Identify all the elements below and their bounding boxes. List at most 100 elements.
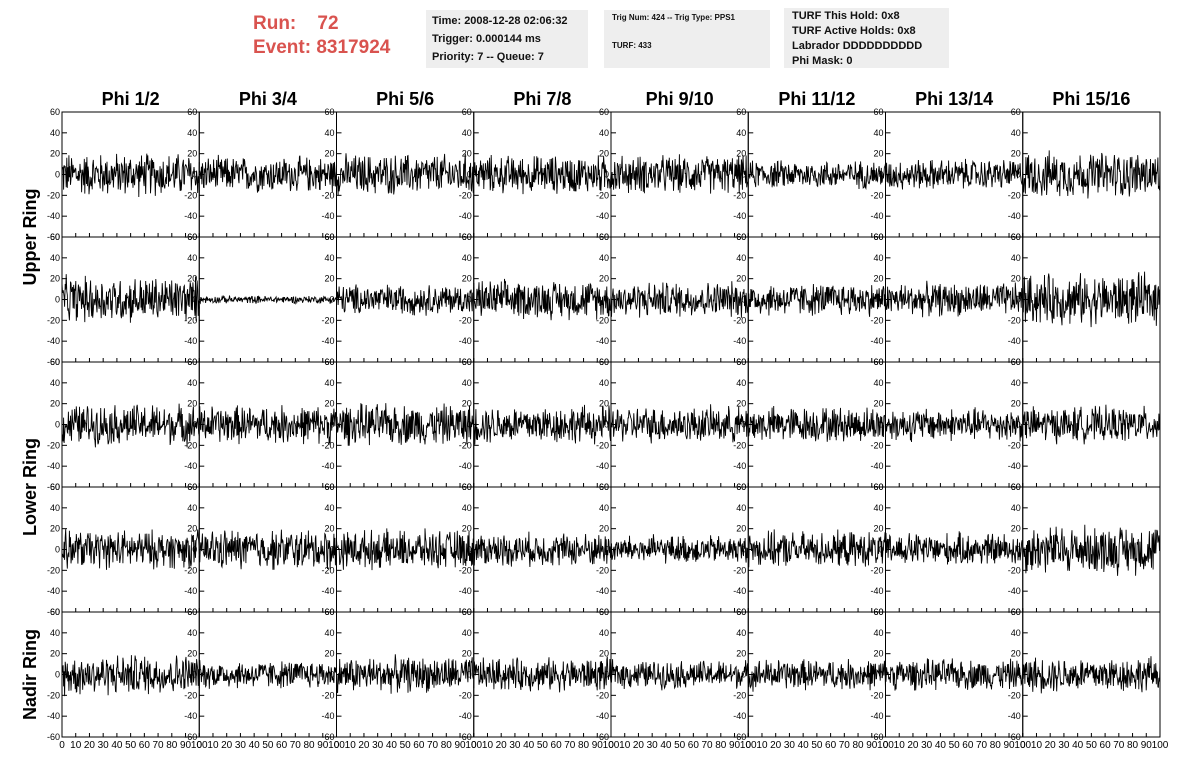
- y-tick-label: 60: [736, 607, 746, 617]
- y-tick-label: 20: [50, 649, 60, 659]
- waveform-trace: [198, 660, 337, 689]
- x-tick-label: 40: [1072, 740, 1084, 751]
- y-tick-label: -20: [321, 190, 334, 200]
- y-tick-label: 60: [462, 357, 472, 367]
- y-tick-label: 20: [324, 524, 334, 534]
- x-tick-label: 70: [427, 740, 439, 751]
- y-tick-label: 20: [187, 399, 197, 409]
- y-tick-label: 60: [324, 607, 334, 617]
- column-title: Phi 3/4: [239, 89, 297, 109]
- y-tick-label: 0: [55, 670, 60, 680]
- x-tick-label: 30: [509, 740, 521, 751]
- y-tick-label: -60: [47, 607, 60, 617]
- y-tick-label: 0: [55, 170, 60, 180]
- y-tick-label: 20: [324, 149, 334, 159]
- ring-label: Nadir Ring: [20, 629, 40, 720]
- y-tick-label: 60: [50, 107, 60, 117]
- y-tick-label: 60: [50, 357, 60, 367]
- x-tick-label: 20: [221, 740, 233, 751]
- y-tick-label: -20: [870, 690, 883, 700]
- y-tick-label: -20: [1008, 190, 1021, 200]
- y-tick-label: 60: [736, 482, 746, 492]
- x-tick-label: 0: [59, 740, 65, 751]
- y-tick-label: 20: [736, 524, 746, 534]
- y-tick-label: 40: [50, 503, 60, 513]
- run-label: Run:: [253, 13, 297, 34]
- x-tick-label: 80: [166, 740, 178, 751]
- y-tick-label: -20: [459, 440, 472, 450]
- y-tick-label: 60: [599, 482, 609, 492]
- y-tick-label: -20: [459, 565, 472, 575]
- y-tick-label: 40: [462, 253, 472, 263]
- x-tick-label: 30: [1058, 740, 1070, 751]
- x-tick-label: 20: [496, 740, 508, 751]
- x-tick-label: 70: [976, 740, 988, 751]
- event-number: 8317924: [316, 37, 391, 58]
- waveform-trace: [473, 531, 612, 568]
- y-tick-label: -20: [47, 565, 60, 575]
- y-tick-label: 40: [324, 503, 334, 513]
- y-tick-label: 20: [324, 399, 334, 409]
- y-tick-label: 40: [187, 128, 197, 138]
- y-tick-label: 60: [873, 357, 883, 367]
- waveform-trace: [336, 284, 475, 316]
- x-tick-label: 90: [180, 740, 192, 751]
- x-tick-label: 90: [1003, 740, 1015, 751]
- trigger-info-box: Trig Num: 424 -- Trig Type: PPS1 TURF: 4…: [604, 10, 770, 68]
- y-tick-label: -20: [733, 690, 746, 700]
- y-tick-label: 40: [736, 628, 746, 638]
- x-tick-label: 60: [276, 740, 288, 751]
- y-tick-label: -20: [459, 315, 472, 325]
- labrador-text: Labrador DDDDDDDDDD: [792, 40, 923, 52]
- y-tick-label: 20: [1011, 399, 1021, 409]
- waveform-trace: [610, 534, 749, 564]
- waveform-trace: [747, 283, 886, 317]
- column-title: Phi 13/14: [915, 89, 993, 109]
- x-tick-label: 20: [84, 740, 96, 751]
- x-tick-label: 20: [1045, 740, 1057, 751]
- x-tick-label: 40: [111, 740, 123, 751]
- x-tick-label: 20: [907, 740, 919, 751]
- y-tick-label: 40: [50, 378, 60, 388]
- y-tick-label: 40: [599, 253, 609, 263]
- turf-info-box: TURF This Hold: 0x8 TURF Active Holds: 0…: [784, 8, 949, 68]
- x-tick-label: 100: [740, 740, 757, 751]
- y-tick-label: -40: [47, 336, 60, 346]
- x-tick-label: 0: [608, 740, 614, 751]
- x-tick-label: 80: [441, 740, 453, 751]
- y-tick-label: 0: [741, 420, 746, 430]
- y-tick-label: -40: [321, 336, 334, 346]
- y-tick-label: 0: [467, 420, 472, 430]
- y-tick-label: 60: [736, 107, 746, 117]
- y-tick-label: 0: [604, 545, 609, 555]
- y-tick-label: 20: [50, 274, 60, 284]
- y-tick-label: 60: [324, 107, 334, 117]
- ring-label: Lower Ring: [20, 438, 40, 536]
- y-tick-label: -20: [1008, 315, 1021, 325]
- y-tick-label: -20: [184, 190, 197, 200]
- waveform-trace: [198, 529, 337, 570]
- x-tick-label: 100: [191, 740, 208, 751]
- x-tick-label: 90: [592, 740, 604, 751]
- y-tick-label: -40: [459, 211, 472, 221]
- x-tick-label: 60: [825, 740, 837, 751]
- y-tick-label: 20: [462, 149, 472, 159]
- y-tick-label: 60: [324, 482, 334, 492]
- column-title: Phi 11/12: [778, 89, 855, 109]
- y-tick-label: 0: [55, 420, 60, 430]
- x-tick-label: 100: [1014, 740, 1031, 751]
- y-tick-label: 0: [878, 420, 883, 430]
- y-tick-label: 20: [50, 524, 60, 534]
- y-tick-label: 60: [50, 607, 60, 617]
- y-tick-label: 20: [187, 649, 197, 659]
- y-tick-label: -40: [184, 711, 197, 721]
- panel-frame: [747, 111, 886, 238]
- y-tick-label: 60: [599, 357, 609, 367]
- x-tick-label: 80: [715, 740, 727, 751]
- y-tick-label: -20: [596, 690, 609, 700]
- y-tick-label: -40: [1008, 586, 1021, 596]
- y-tick-label: -40: [596, 461, 609, 471]
- run-number: 72: [317, 13, 339, 34]
- y-tick-label: -40: [184, 211, 197, 221]
- x-tick-label: 70: [839, 740, 851, 751]
